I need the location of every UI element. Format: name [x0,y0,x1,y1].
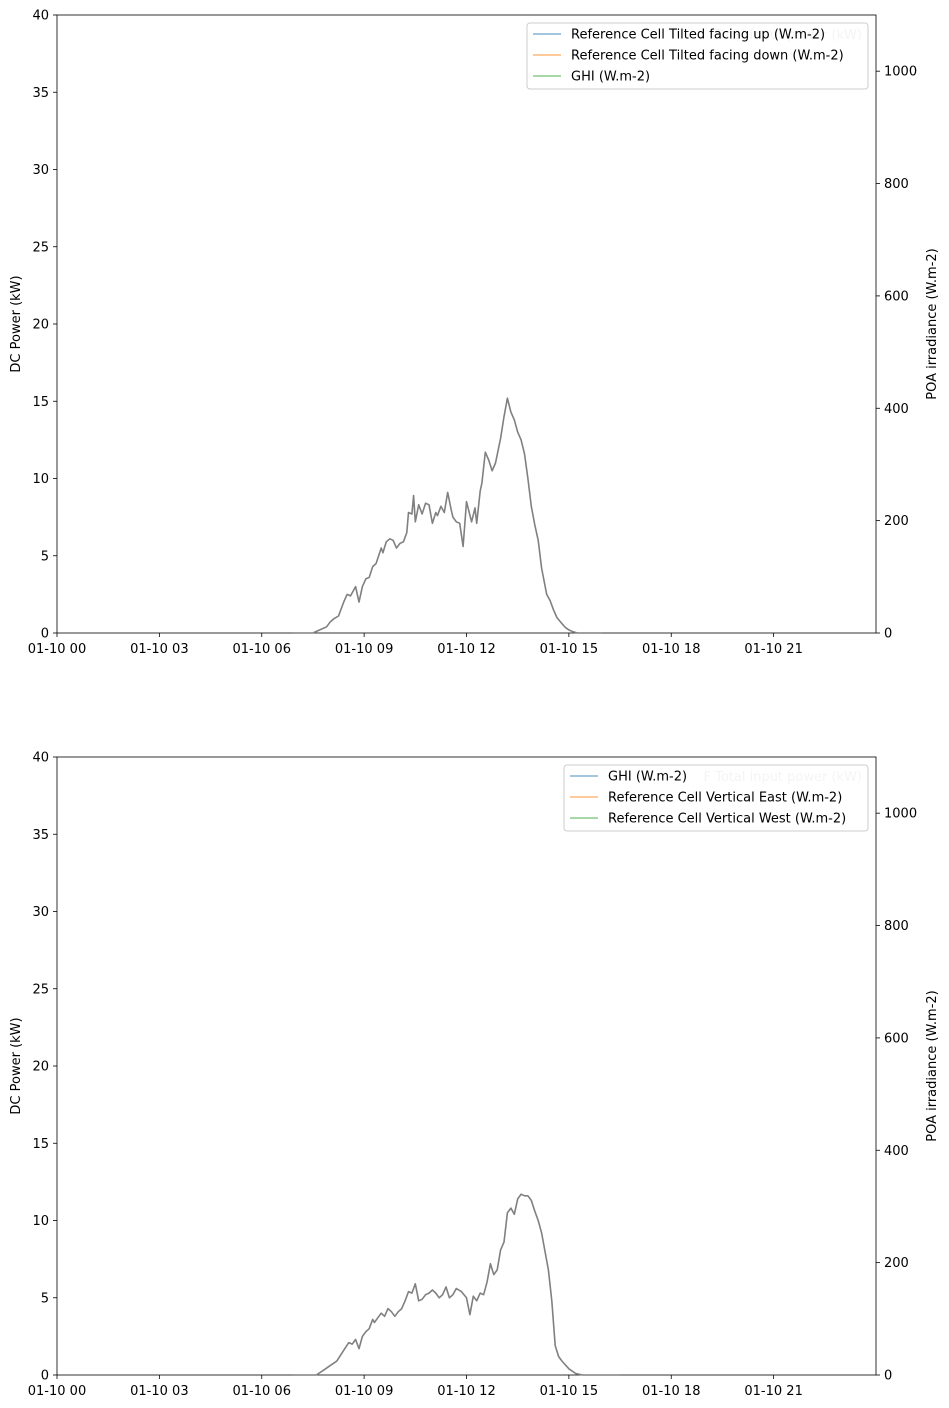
x-tick-label: 01-10 12 [437,642,495,657]
legend-entry: Reference Cell Tilted facing up (W.m-2) [571,28,825,43]
legend: Reference Cell Tilted facing up (W.m-2) R… [526,22,869,90]
y-tick-label: 20 [32,318,49,333]
series-line-dc-power [292,1193,621,1376]
x-tick-label: 01-10 21 [744,642,802,657]
y-tick-label: 25 [32,982,49,997]
y-tick-label: 25 [32,240,49,255]
y-tick-label: 35 [32,828,49,843]
y2-axis-label: POA irradiance (W.m-2) [925,248,940,400]
y-tick-label: 5 [41,1291,49,1306]
y-tick-label: 35 [32,86,49,101]
x-tick-label: 01-10 06 [233,1384,291,1399]
y-tick-label: 15 [32,395,49,410]
y2-tick-label: 400 [884,402,909,417]
legend-entry: Reference Cell Vertical West (W.m-2) [608,812,846,827]
y2-tick-label: 1000 [884,807,917,822]
legend-entry: GHI (W.m-2) [608,770,687,785]
y2-tick-label: 0 [884,627,892,642]
x-tick-label: 01-10 12 [437,1384,495,1399]
y2-tick-label: 200 [884,514,909,529]
y-tick-label: 10 [32,472,49,487]
y-tick-label: 15 [32,1137,49,1152]
x-tick-label: 01-10 03 [130,642,188,657]
x-tick-label: 01-10 00 [28,1384,86,1399]
y-tick-label: 20 [32,1060,49,1075]
y2-tick-label: 600 [884,289,909,304]
y2-axis-label: POA irradiance (W.m-2) [925,990,940,1142]
y2-tick-label: 800 [884,177,909,192]
y2-tick-label: 400 [884,1144,909,1159]
legend-entry: GHI (W.m-2) [571,70,650,85]
y-tick-label: 0 [41,1369,49,1384]
y2-tick-label: 0 [884,1369,892,1384]
x-tick-label: 01-10 21 [744,1384,802,1399]
y-tick-label: 40 [32,751,49,766]
y-tick-label: 10 [32,1214,49,1229]
y-tick-label: 5 [41,549,49,564]
x-tick-label: 01-10 03 [130,1384,188,1399]
series-line-dc-power [292,397,603,634]
legend-entry: Reference Cell Vertical East (W.m-2) [608,791,842,806]
x-tick-label: 01-10 00 [28,642,86,657]
x-tick-label: 01-10 09 [335,1384,393,1399]
legend-box [526,22,869,90]
plot-area-frame [56,14,877,634]
x-tick-label: 01-10 15 [540,642,598,657]
legend: GHI (W.m-2) Reference Cell Vertical East … [563,764,869,832]
x-tick-label: 01-10 09 [335,642,393,657]
x-tick-label: 01-10 15 [540,1384,598,1399]
legend-box [563,764,869,832]
plot-area-frame [56,756,877,1376]
y-tick-label: 30 [32,905,49,920]
y-tick-label: 30 [32,163,49,178]
y-tick-label: 0 [41,627,49,642]
y-axis-label: DC Power (kW) [9,1017,24,1114]
y-tick-label: 40 [32,9,49,24]
y2-tick-label: 600 [884,1031,909,1046]
x-tick-label: 01-10 18 [642,642,700,657]
x-tick-label: 01-10 18 [642,1384,700,1399]
legend-entry: Reference Cell Tilted facing down (W.m-2… [571,49,844,64]
y-axis-label: DC Power (kW) [9,275,24,372]
y2-tick-label: 800 [884,919,909,934]
y2-tick-label: 1000 [884,65,917,80]
x-tick-label: 01-10 06 [233,642,291,657]
y2-tick-label: 200 [884,1256,909,1271]
